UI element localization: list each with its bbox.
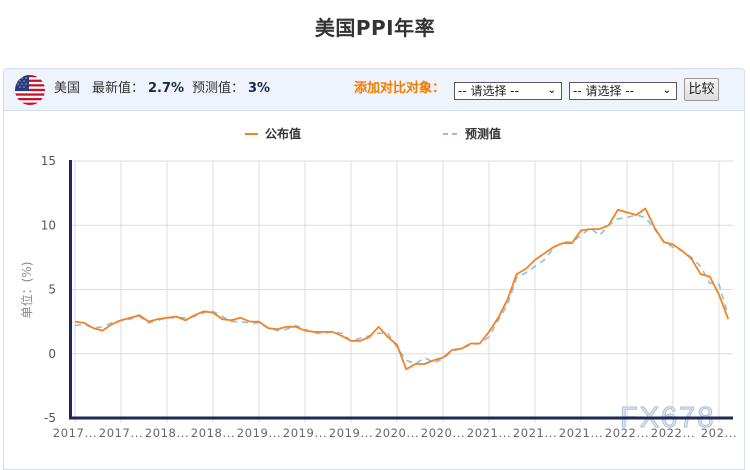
forecast-value-label: 预测值：: [192, 81, 245, 96]
x-tick-label: 202...: [701, 426, 738, 440]
chart-panel: 美国 最新值： 2.7% 预测值： 3% 添加对比对象： -- 请选择 -- ⌄…: [3, 68, 745, 470]
compare-select-2-value: -- 请选择 --: [573, 84, 634, 98]
forecast-series-line: [74, 214, 729, 365]
grid-lines: [71, 160, 733, 423]
legend: 公布值 预测值: [245, 126, 501, 141]
legend-item-forecast[interactable]: 预测值: [443, 126, 501, 141]
y-tick-label: 5: [48, 283, 56, 297]
y-axis-ticks: 15 10 5 0 -5: [41, 154, 56, 425]
y-tick-label: 15: [41, 154, 56, 168]
chevron-down-icon: ⌄: [662, 85, 671, 96]
x-tick-label: 2018...: [145, 426, 189, 440]
panel-header: 美国 最新值： 2.7% 预测值： 3% 添加对比对象： -- 请选择 -- ⌄…: [4, 69, 744, 111]
x-tick-label: 2021...: [467, 426, 511, 440]
compare-select-1-value: -- 请选择 --: [458, 84, 519, 98]
x-tick-label: 2020...: [421, 426, 465, 440]
x-axis-ticks: 2017... 2017... 2018... 2018... 2019... 2019.…: [53, 426, 737, 440]
x-tick-label: 2019...: [237, 426, 281, 440]
published-series-line: [74, 207, 730, 371]
chevron-down-icon: ⌄: [547, 85, 556, 96]
compare-select-1[interactable]: -- 请选择 -- ⌄: [454, 82, 562, 100]
x-tick-label: 2019...: [283, 426, 327, 440]
x-tick-label: 2017...: [99, 426, 143, 440]
y-axis-title: 单位：(%): [19, 262, 34, 319]
x-tick-label: 2018...: [191, 426, 235, 440]
page-title: 美国PPI年率: [314, 16, 436, 40]
y-tick-label: 10: [41, 218, 56, 232]
legend-forecast-label: 预测值: [465, 126, 501, 141]
legend-item-published[interactable]: 公布值: [245, 126, 301, 141]
add-compare-label: 添加对比对象：: [354, 81, 446, 96]
x-tick-label: 2021...: [559, 426, 603, 440]
x-tick-label: 2020...: [375, 426, 419, 440]
x-tick-label: 2021...: [513, 426, 557, 440]
compare-select-2[interactable]: -- 请选择 -- ⌄: [569, 82, 677, 100]
x-tick-label: 2017...: [53, 426, 97, 440]
x-tick-label: 2019...: [329, 426, 373, 440]
x-tick-label: 2022...: [605, 426, 649, 440]
forecast-value: 3%: [248, 81, 271, 96]
country-name: 美国: [54, 81, 81, 96]
us-flag-icon: [15, 75, 45, 105]
x-tick-label: 2022...: [651, 426, 695, 440]
latest-value-label: 最新值：: [92, 81, 145, 96]
y-tick-label: -5: [44, 411, 56, 425]
latest-value: 2.7%: [148, 81, 185, 96]
legend-published-label: 公布值: [265, 126, 301, 141]
compare-button[interactable]: 比较: [684, 78, 719, 101]
y-tick-label: 0: [48, 347, 56, 361]
